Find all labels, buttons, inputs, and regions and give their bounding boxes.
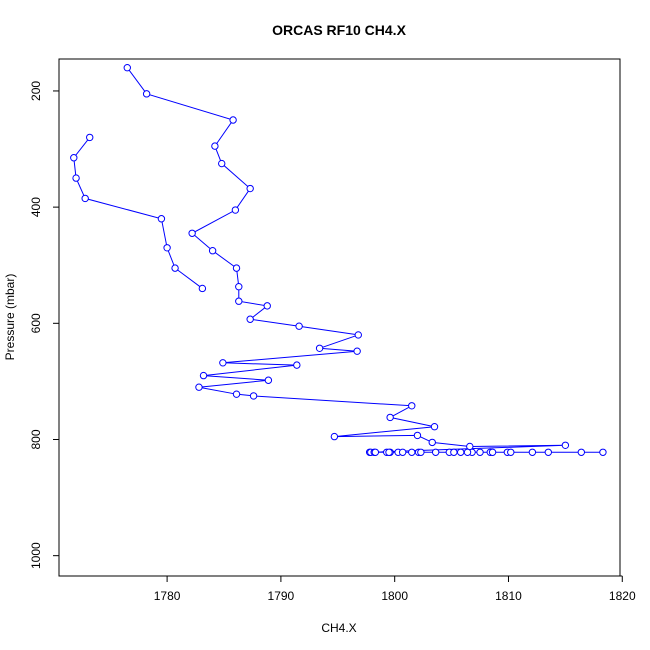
y-tick-label: 400 <box>29 197 43 217</box>
data-point <box>163 244 171 252</box>
data-point <box>398 448 407 456</box>
x-tick-label: 1790 <box>268 589 295 603</box>
data-point <box>199 371 208 380</box>
data-point <box>263 302 271 310</box>
series-1 <box>123 64 607 456</box>
data-point <box>507 448 515 456</box>
x-axis-label: CH4.X <box>321 621 356 635</box>
data-point <box>198 284 207 293</box>
data-point <box>232 264 241 272</box>
data-point <box>561 441 570 449</box>
data-point <box>463 448 472 456</box>
y-tick-label: 1000 <box>29 542 43 569</box>
data-point <box>371 448 380 456</box>
y-tick-label: 800 <box>29 429 43 449</box>
series-line <box>73 137 203 289</box>
data-point <box>330 432 339 441</box>
data-point <box>295 322 303 330</box>
data-point <box>211 142 219 150</box>
data-point <box>249 392 258 400</box>
data-point <box>235 283 243 291</box>
chart-title: ORCAS RF10 CH4.X <box>272 22 406 38</box>
data-point <box>208 247 217 255</box>
data-point <box>246 184 254 193</box>
data-point <box>315 344 324 352</box>
data-point <box>264 376 273 384</box>
y-axis: 200 400 600 800 1000 <box>29 81 60 569</box>
data-point <box>430 423 439 431</box>
x-tick-label: 1810 <box>495 589 522 603</box>
data-point <box>232 390 241 398</box>
data-point <box>488 448 497 456</box>
y-axis-label: Pressure (mbar) <box>3 274 17 361</box>
data-point <box>218 159 226 168</box>
x-axis: 1780 1790 1800 1810 1820 <box>154 575 636 603</box>
series-layer <box>70 64 607 456</box>
data-point <box>142 90 151 98</box>
data-point <box>81 194 89 203</box>
data-point <box>72 174 80 182</box>
data-point <box>171 264 179 272</box>
data-point <box>577 448 586 456</box>
data-point <box>188 229 196 237</box>
data-point <box>431 448 440 456</box>
data-point <box>385 448 393 456</box>
data-point <box>246 315 254 323</box>
data-point <box>413 431 422 440</box>
data-point <box>229 116 237 124</box>
data-point <box>157 215 166 223</box>
data-point <box>386 413 394 422</box>
plot-frame <box>58 58 621 577</box>
y-tick-label: 200 <box>29 81 43 101</box>
data-point <box>408 402 416 410</box>
data-point <box>476 448 484 456</box>
data-point <box>428 438 436 447</box>
x-tick-label: 1820 <box>609 589 636 603</box>
data-point <box>599 448 607 456</box>
y-tick-label: 600 <box>29 313 43 333</box>
data-point <box>544 448 553 456</box>
data-point <box>450 448 458 456</box>
data-point <box>354 331 362 339</box>
data-point <box>408 448 416 456</box>
x-tick-label: 1780 <box>154 589 181 603</box>
data-point <box>528 448 537 456</box>
series-line <box>126 67 603 453</box>
data-point <box>293 361 301 369</box>
x-tick-label: 1800 <box>381 589 408 603</box>
data-point <box>417 448 425 456</box>
data-point <box>86 133 94 142</box>
data-point <box>353 347 361 355</box>
data-point <box>231 206 240 214</box>
data-point <box>219 359 227 367</box>
series-2 <box>70 133 207 293</box>
data-point <box>70 154 78 162</box>
data-point <box>195 383 203 391</box>
data-point <box>456 448 465 456</box>
data-point <box>235 297 243 305</box>
data-point <box>123 64 131 72</box>
